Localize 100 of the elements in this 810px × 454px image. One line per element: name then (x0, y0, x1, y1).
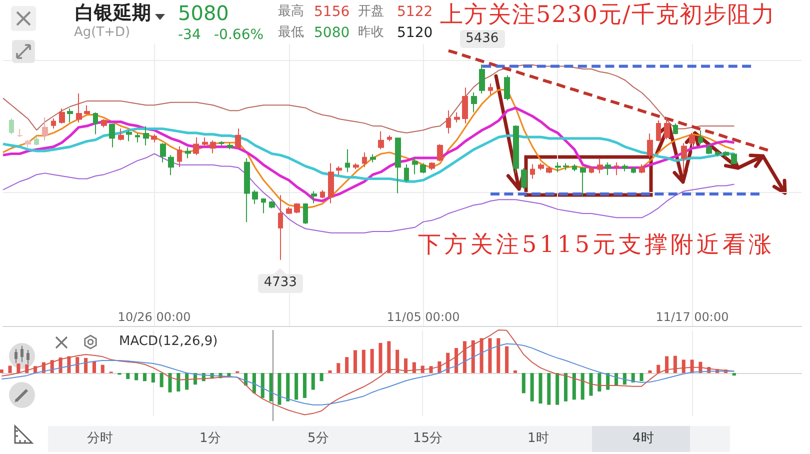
bar (92, 361, 96, 373)
candlestick (25, 139, 31, 149)
candlestick (261, 198, 266, 214)
bar (673, 356, 677, 373)
candlestick (681, 142, 687, 174)
bar (370, 348, 374, 373)
bar (302, 373, 306, 398)
bar (160, 373, 164, 388)
bar (84, 358, 88, 373)
candlestick (143, 126, 149, 146)
bar (336, 363, 340, 373)
candlestick (227, 142, 233, 150)
bar (622, 373, 626, 385)
candlestick (177, 146, 182, 168)
bar (648, 370, 652, 373)
candlestick (647, 132, 653, 158)
candlestick (504, 74, 510, 101)
candlestick (34, 136, 39, 146)
text: 5122 (397, 4, 433, 20)
annotation: 下方关注5115元支撑附近看涨 (418, 232, 775, 258)
candlestick (370, 154, 376, 163)
candlestick (353, 162, 359, 170)
candlestick (589, 166, 594, 174)
candlestick (51, 118, 56, 129)
bar (387, 341, 391, 373)
bar (538, 373, 542, 404)
candlestick (93, 112, 98, 135)
candlestick (395, 138, 401, 194)
annotation: 4733 (258, 274, 303, 293)
candlestick (278, 194, 283, 260)
candlestick (404, 164, 409, 183)
text: 5156 (314, 4, 350, 20)
x-tick-label: 11/05 00:00 (386, 310, 460, 324)
bar (462, 341, 466, 373)
candlestick (597, 158, 603, 174)
candlestick (151, 134, 157, 143)
bar (294, 373, 298, 400)
bar (580, 373, 584, 400)
candlestick (235, 128, 241, 149)
candlestick (462, 87, 468, 124)
candlestick (286, 206, 292, 215)
bar (134, 373, 138, 380)
candlestick (345, 148, 350, 173)
bar (396, 350, 400, 373)
candlestick (488, 82, 493, 96)
candlestick (118, 128, 124, 141)
candlestick (605, 162, 611, 176)
candlestick (631, 166, 636, 174)
candlestick (9, 118, 14, 135)
candlestick (193, 136, 199, 156)
candlestick (387, 134, 392, 142)
candlestick (723, 150, 729, 158)
candlestick (67, 108, 73, 123)
candlestick (446, 110, 451, 134)
candlestick (563, 162, 569, 171)
candlestick (185, 146, 191, 159)
candlestick (471, 92, 477, 113)
bar (732, 373, 736, 376)
candlestick (555, 162, 561, 173)
candlestick (580, 166, 586, 198)
candlestick (673, 122, 678, 135)
text: 最高 (278, 4, 304, 20)
bar (0, 370, 4, 373)
chart-subtitle: Ag(T+D) (74, 25, 130, 41)
bar (311, 373, 315, 390)
bar (480, 338, 484, 373)
text: -0.66% (214, 27, 264, 44)
candlestick (135, 132, 140, 143)
candlestick (101, 118, 107, 128)
candlestick (210, 140, 216, 154)
candlestick (303, 202, 308, 225)
candlestick (320, 190, 325, 199)
chart-title: MACD(12,26,9) (119, 334, 218, 350)
x-tick-label: 11/17 00:00 (656, 310, 729, 324)
annotation: 5436 (460, 30, 505, 48)
candlestick (109, 122, 115, 148)
bar (76, 357, 80, 373)
bar (278, 373, 282, 405)
bar (100, 364, 104, 373)
candlestick (362, 152, 367, 168)
text: 5分 (308, 430, 329, 446)
candlestick (336, 166, 342, 176)
bar (353, 350, 358, 373)
bar (656, 364, 660, 373)
candlestick (311, 190, 317, 204)
candlestick (689, 132, 695, 145)
bar (142, 373, 147, 382)
candlestick (698, 130, 703, 145)
candlestick (168, 154, 174, 176)
candlestick (479, 64, 485, 94)
candlestick (454, 112, 460, 123)
candlestick (572, 164, 577, 172)
candlestick (521, 168, 527, 189)
text: 15分 (413, 430, 443, 446)
candlestick (656, 120, 661, 142)
candlestick (664, 116, 670, 140)
text: -34 (178, 27, 201, 44)
candlestick (42, 116, 48, 141)
candlestick (244, 158, 250, 223)
text: 分时 (87, 430, 113, 446)
